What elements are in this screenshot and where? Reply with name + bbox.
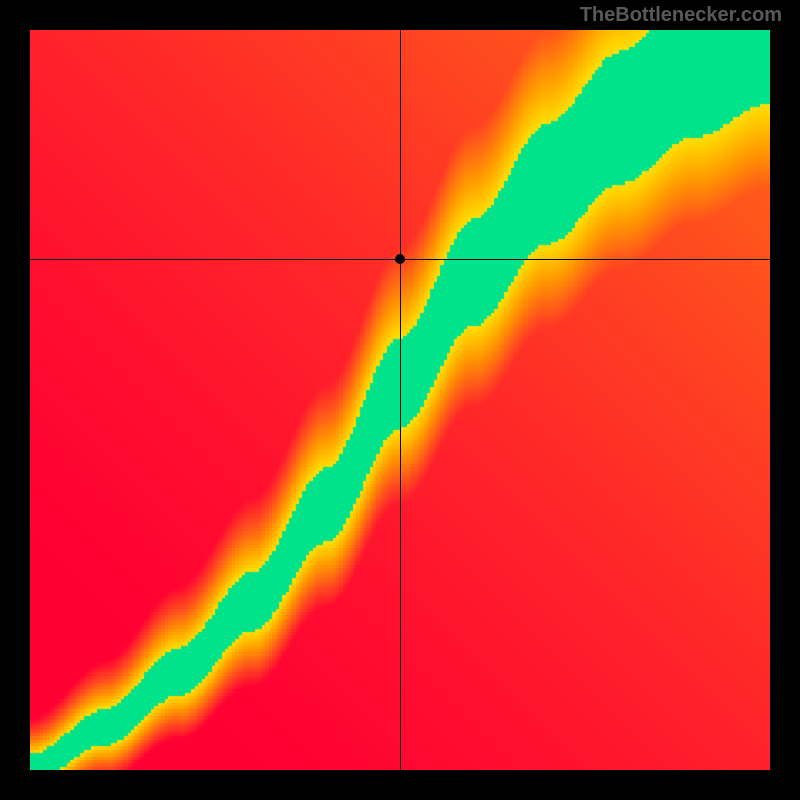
watermark-text: TheBottlenecker.com (580, 4, 782, 27)
plot-area (30, 30, 770, 770)
crosshair-marker (395, 254, 405, 264)
crosshair-vertical (400, 30, 401, 770)
